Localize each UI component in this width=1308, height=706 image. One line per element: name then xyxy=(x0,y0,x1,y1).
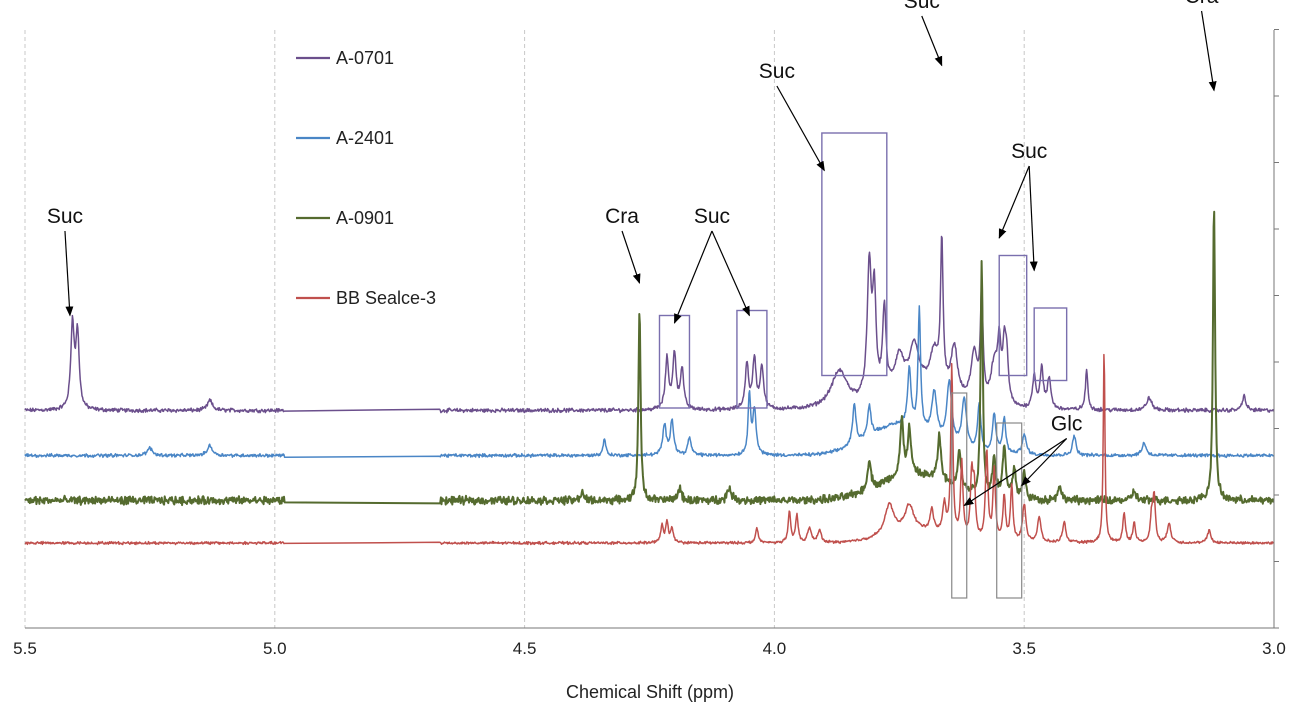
x-axis-title: Chemical Shift (ppm) xyxy=(566,682,734,702)
grid-layer xyxy=(24,30,1275,628)
legend-label: A-2401 xyxy=(336,128,394,148)
annotation-arrow xyxy=(998,165,1030,239)
legend-label: A-0901 xyxy=(336,208,394,228)
x-tick-label: 5.0 xyxy=(263,639,287,658)
series-line-3 xyxy=(24,353,1275,546)
peak-box-layer xyxy=(658,132,1068,599)
x-tick-label: 3.0 xyxy=(1262,639,1286,658)
annotation-label: Suc xyxy=(759,60,795,83)
series-line-0 xyxy=(24,235,1275,414)
annotation-arrow xyxy=(921,15,943,67)
x-tick-label: 5.5 xyxy=(13,639,37,658)
peak-box-suc xyxy=(1033,307,1068,382)
annotation-layer: Suc Cra Suc Suc Suc Suc Cra Glc xyxy=(47,0,1219,507)
annotation-arrow xyxy=(1021,438,1068,487)
peak-box-suc xyxy=(736,309,768,409)
axis-layer: 5.5 5.0 4.5 4.0 3.5 3.0 xyxy=(13,29,1286,658)
x-tick-label: 3.5 xyxy=(1012,639,1036,658)
annotation-label: Glc xyxy=(1051,413,1083,436)
annotation-label: Suc xyxy=(904,0,940,13)
annotation-label: Suc xyxy=(694,205,730,228)
annotation-arrow xyxy=(64,230,74,317)
x-tick-label: 4.0 xyxy=(763,639,787,658)
legend-label: BB Sealce-3 xyxy=(336,288,436,308)
annotation-label: Suc xyxy=(1011,140,1047,163)
series-line-2 xyxy=(24,210,1275,507)
peak-box-suc xyxy=(821,132,888,377)
annotation-arrow xyxy=(776,85,825,172)
annotation-arrow xyxy=(963,437,1067,507)
peak-box-suc xyxy=(998,254,1028,377)
annotation-arrow xyxy=(1028,165,1038,272)
annotation-arrow xyxy=(673,230,713,324)
legend-label: A-0701 xyxy=(336,48,394,68)
peak-box-glc xyxy=(951,392,968,599)
annotation-arrow xyxy=(1200,10,1217,92)
series-line-1 xyxy=(24,305,1274,459)
annotation-label: Suc xyxy=(47,205,83,228)
annotation-label: Cra xyxy=(1185,0,1219,8)
annotation-arrow xyxy=(621,230,641,284)
annotation-label: Cra xyxy=(605,205,639,228)
x-tick-label: 4.5 xyxy=(513,639,537,658)
annotation-arrow xyxy=(711,230,750,317)
legend: A-0701 A-2401 A-0901 BB Sealce-3 xyxy=(296,48,436,308)
series-layer xyxy=(24,210,1275,546)
peak-box-glc xyxy=(996,422,1023,599)
